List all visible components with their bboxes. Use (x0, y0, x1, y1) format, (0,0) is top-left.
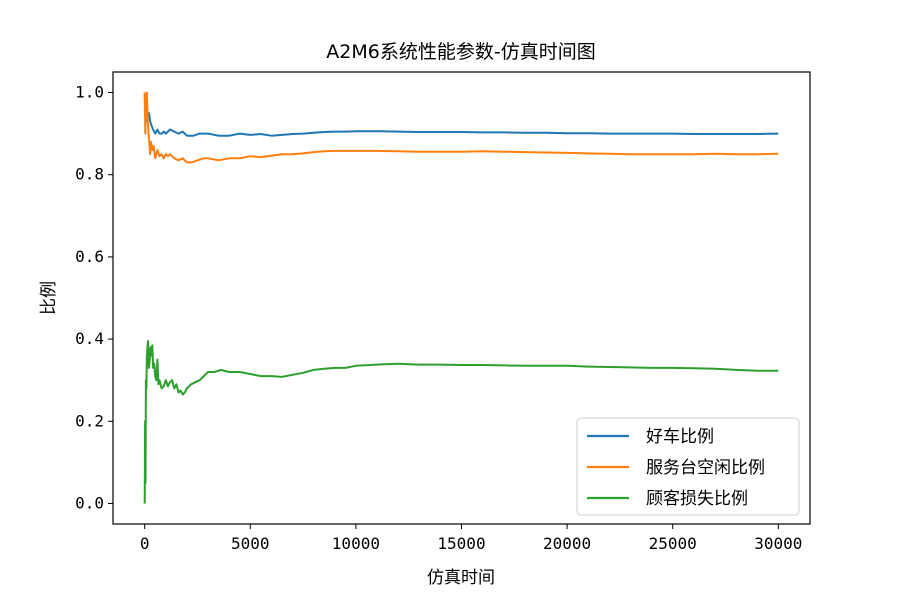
x-tick-label: 5000 (231, 534, 270, 553)
y-tick-label: 0.6 (75, 247, 104, 266)
y-tick-label: 0.0 (75, 493, 104, 512)
x-tick-label: 0 (140, 534, 150, 553)
x-tick-label: 10000 (332, 534, 380, 553)
x-axis-title: 仿真时间 (427, 568, 495, 588)
y-tick-label: 0.2 (75, 411, 104, 430)
legend-label-2: 顾客损失比例 (646, 489, 748, 509)
legend-label-0: 好车比例 (646, 427, 714, 447)
x-tick-label: 30000 (754, 534, 802, 553)
y-axis-title: 比例 (39, 281, 59, 315)
y-tick-label: 0.4 (75, 329, 104, 348)
chart-title: A2M6系统性能参数-仿真时间图 (326, 41, 595, 63)
x-tick-label: 20000 (543, 534, 591, 553)
y-tick-label: 1.0 (75, 83, 104, 102)
x-tick-label: 25000 (649, 534, 697, 553)
y-tick-label: 0.8 (75, 165, 104, 184)
x-tick-label: 15000 (437, 534, 485, 553)
legend-label-1: 服务台空闲比例 (646, 458, 765, 478)
